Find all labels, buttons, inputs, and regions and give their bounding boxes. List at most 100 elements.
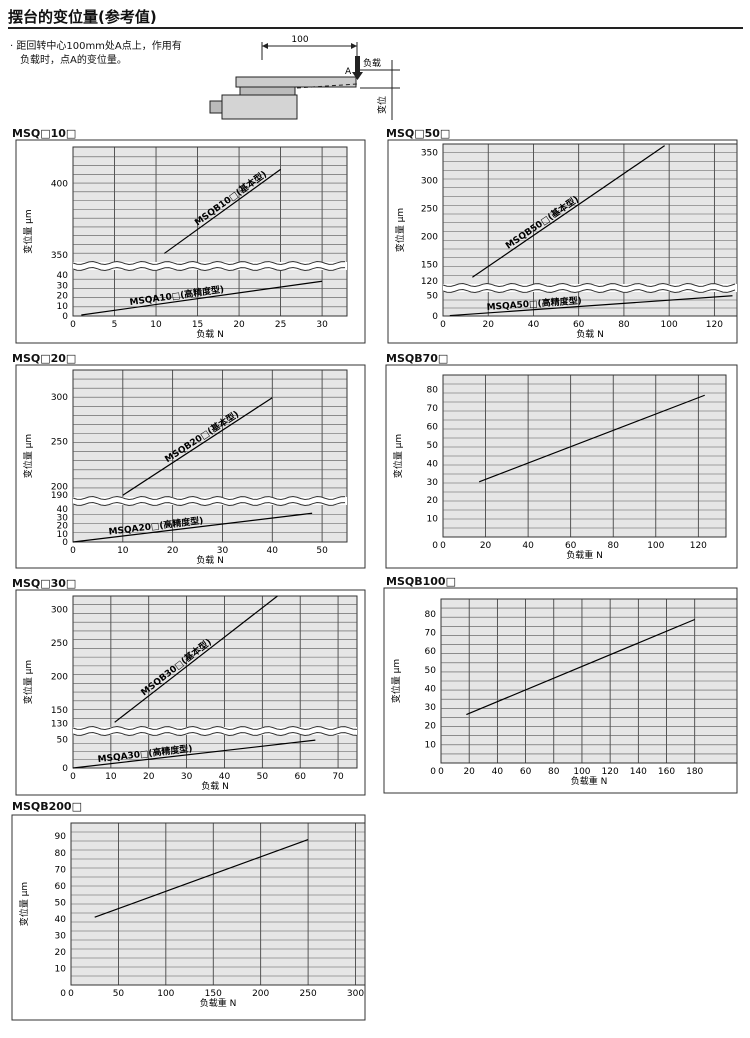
- chart-title-msq30: MSQ□30□: [12, 577, 77, 590]
- y-tick-label: 350: [421, 148, 438, 158]
- y-tick-label: 10: [427, 515, 439, 525]
- chart-msq50: 0 20 40 60 80 100 120 负载 N 变位量 μm 120 150 200 250 300…: [387, 139, 738, 344]
- chart-msqb100: 0 20 40 60 80 100 120 140 160 180 负载重 N 变位量 μm 10 20 3…: [383, 587, 738, 794]
- y-tick-label: 40: [427, 459, 439, 469]
- y-tick-label: 30: [55, 931, 67, 941]
- series-line: [114, 595, 278, 723]
- x-tick-label: 20: [483, 320, 495, 330]
- x-tick-label: 60: [294, 772, 306, 782]
- x-tick-label: 40: [492, 767, 504, 777]
- series-line: [478, 394, 705, 483]
- x-tick-label: 180: [686, 767, 703, 777]
- y-tick-label: 190: [51, 491, 68, 501]
- x-tick-label: 80: [607, 541, 619, 551]
- x-tick-label: 60: [565, 541, 577, 551]
- y-tick-label: 40: [57, 271, 69, 281]
- chart-msqb70: 0 20 40 60 80 100 120 负载重 N 变位量 μm 10 20 30 40 50 60 70…: [385, 364, 738, 569]
- x-tick-label: 250: [300, 989, 317, 999]
- x-axis-label: 负载重 N: [566, 549, 603, 561]
- x-tick-label: 70: [332, 772, 344, 782]
- x-tick-label: 120: [690, 541, 707, 551]
- y-tick-label: 30: [427, 478, 439, 488]
- y-tick-label: 0: [62, 764, 68, 774]
- series-line: [449, 295, 733, 317]
- x-tick-label: 25: [275, 320, 286, 330]
- series-line: [72, 512, 313, 543]
- x-tick-label: 20: [463, 767, 475, 777]
- y-tick-label: 10: [57, 530, 69, 540]
- x-tick-label: 100: [647, 541, 664, 551]
- x-tick-label: 0: [70, 320, 76, 330]
- series-line: [472, 145, 665, 278]
- series-line: [163, 168, 281, 254]
- y-tick-label: 0: [432, 541, 438, 551]
- series-line: [72, 739, 316, 769]
- y-tick-label: 20: [57, 522, 69, 532]
- x-tick-label: 300: [347, 989, 364, 999]
- y-tick-label: 30: [425, 703, 437, 713]
- x-tick-label: 100: [661, 320, 678, 330]
- chart-title-msq50: MSQ□50□: [386, 127, 451, 140]
- x-axis-label: 负载 N: [201, 780, 229, 792]
- y-tick-label: 250: [421, 204, 438, 214]
- axis-break-wave: [72, 731, 358, 737]
- y-axis-label: 变位量 μm: [22, 434, 34, 478]
- axis-break-wave: [72, 266, 346, 272]
- x-tick-label: 20: [233, 320, 245, 330]
- y-axis-label: 变位量 μm: [390, 659, 402, 703]
- series-line: [94, 838, 309, 918]
- axis-break-wave: [442, 288, 736, 294]
- y-axis-label: 变位量 μm: [22, 660, 34, 704]
- plot-area: [72, 369, 348, 543]
- y-tick-label: 20: [427, 496, 439, 506]
- y-axis-label: 变位量 μm: [394, 208, 406, 252]
- y-tick-label: 30: [57, 281, 69, 291]
- x-tick-label: 120: [602, 767, 619, 777]
- x-tick-label: 100: [573, 767, 590, 777]
- y-tick-label: 10: [57, 302, 69, 312]
- note-line-1: · 距回转中心100mm处A点上，作用有: [10, 41, 182, 52]
- x-tick-label: 20: [167, 546, 179, 556]
- x-tick-label: 80: [618, 320, 630, 330]
- x-axis-label: 负载 N: [576, 328, 604, 340]
- x-tick-label: 0: [438, 767, 444, 777]
- axis-break-wave: [72, 495, 346, 501]
- y-tick-label: 90: [55, 832, 67, 842]
- y-tick-label: 20: [425, 722, 437, 732]
- axis-break: [73, 727, 357, 735]
- y-tick-label: 150: [421, 260, 438, 270]
- y-tick-label: 50: [55, 898, 67, 908]
- x-tick-label: 0: [70, 772, 76, 782]
- y-tick-label: 50: [57, 736, 69, 746]
- x-tick-label: 40: [522, 541, 534, 551]
- axis-break-wave: [442, 282, 736, 288]
- y-tick-label: 50: [427, 291, 439, 301]
- x-tick-label: 200: [252, 989, 269, 999]
- y-axis-label: 变位量 μm: [392, 434, 404, 478]
- chart-msq30: 0 10 20 30 40 50 60 70 负载 N 变位量 μm 130 150 200 250 300…: [15, 589, 366, 796]
- y-tick-label: 30: [57, 513, 69, 523]
- y-tick-label: 10: [425, 740, 437, 750]
- y-tick-label: 60: [55, 882, 67, 892]
- series-line: [122, 397, 273, 496]
- y-axis-label: 变位量 μm: [18, 882, 30, 926]
- x-tick-label: 150: [205, 989, 222, 999]
- y-tick-label: 60: [425, 647, 437, 657]
- y-tick-label: 0: [432, 312, 438, 322]
- y-tick-label: 0: [62, 312, 68, 322]
- x-tick-label: 0: [68, 989, 74, 999]
- series-line: [466, 618, 695, 716]
- y-tick-label: 200: [51, 482, 68, 492]
- y-tick-label: 400: [51, 180, 68, 190]
- axis-break: [443, 284, 737, 292]
- x-axis-label: 负载重 N: [571, 775, 608, 787]
- chart-title-msqb100: MSQB100□: [386, 575, 456, 588]
- chart-title-msq10: MSQ□10□: [12, 127, 77, 140]
- x-tick-label: 15: [192, 320, 203, 330]
- x-axis-label: 负载 N: [196, 554, 224, 566]
- y-tick-label: 40: [57, 505, 69, 515]
- plot-area: [72, 146, 348, 317]
- plot-area: [72, 595, 358, 769]
- x-tick-label: 60: [520, 767, 532, 777]
